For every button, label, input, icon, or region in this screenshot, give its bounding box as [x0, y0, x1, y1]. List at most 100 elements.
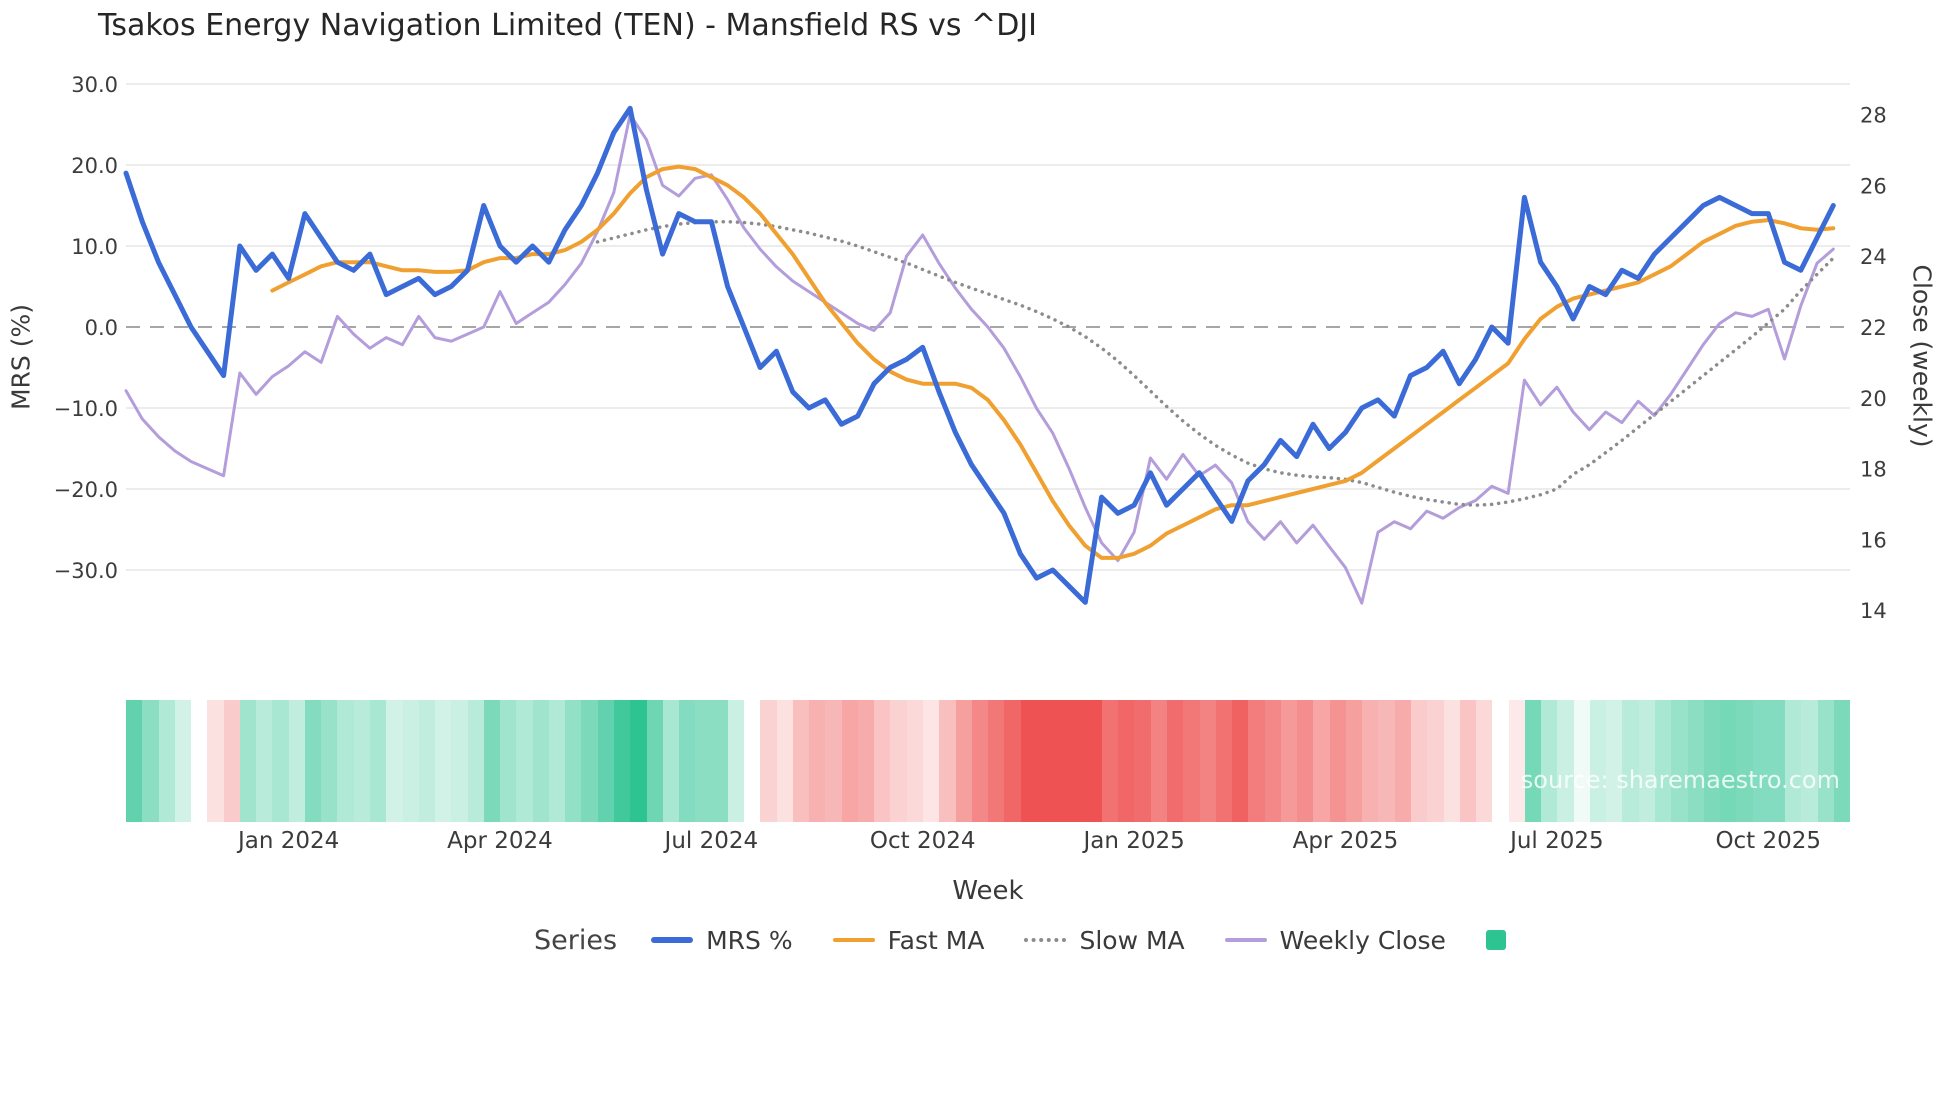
heatmap-cell	[792, 700, 810, 822]
left-axis-tick-label: 30.0	[71, 73, 118, 97]
heatmap-cell	[239, 700, 257, 822]
heatmap-cell	[418, 700, 436, 822]
heatmap-cell	[1492, 700, 1509, 822]
heatmap-cell	[142, 700, 159, 822]
x-axis-tick-label: Apr 2025	[1292, 828, 1399, 854]
heatmap-cell	[1069, 700, 1086, 822]
heatmap-cell	[402, 700, 419, 822]
heatmap-cell	[223, 700, 240, 822]
heatmap-cell	[337, 700, 354, 822]
heatmap-cell	[1183, 700, 1200, 822]
right-axis-tick-label: 26	[1860, 174, 1887, 198]
heatmap-cell	[1264, 700, 1281, 822]
heatmap-cell	[1833, 700, 1851, 822]
x-axis-tick-label: Oct 2024	[869, 828, 976, 854]
heatmap-cell	[1622, 700, 1639, 822]
legend: Series MRS % Fast MA Slow MA Weekly Close	[80, 920, 1960, 960]
heatmap-cell	[662, 700, 680, 822]
heatmap-cell	[321, 700, 338, 822]
heatmap-cell	[548, 700, 566, 822]
heatmap-cell	[1638, 700, 1655, 822]
heatmap-cell	[126, 700, 143, 822]
right-axis-tick-label: 16	[1860, 528, 1887, 552]
heatmap-cell	[613, 700, 631, 822]
heatmap-cell	[1524, 700, 1542, 822]
heatmap-cell	[207, 700, 224, 822]
heatmap-cell	[1703, 700, 1721, 822]
heatmap-cell	[1817, 700, 1834, 822]
legend-item-label: MRS %	[706, 925, 793, 955]
legend-swatch	[1485, 930, 1506, 950]
legend-title: Series	[534, 924, 618, 956]
chart-title: Tsakos Energy Navigation Limited (TEN) -…	[98, 8, 1037, 43]
heatmap-cell	[760, 700, 777, 822]
source-watermark: source: sharemaestro.com	[1520, 766, 1840, 794]
heatmap-cell	[1752, 700, 1769, 822]
heatmap-cell	[1313, 700, 1330, 822]
left-axis-tick-label: 20.0	[71, 154, 118, 178]
heatmap-cell	[1671, 700, 1688, 822]
x-axis-title: Week	[952, 876, 1024, 906]
legend-item-slow-ma: Slow MA	[1024, 926, 1185, 955]
heatmap-cell	[500, 700, 517, 822]
heatmap-cell	[369, 700, 387, 822]
heatmap-cell	[304, 700, 322, 822]
heatmap-cell	[1785, 700, 1802, 822]
legend-item-fast-ma: Fast MA	[832, 926, 984, 955]
heatmap-cell	[353, 700, 370, 822]
left-axis-tick-label: 10.0	[71, 235, 118, 259]
legend-line-sample	[1224, 938, 1267, 942]
heatmap-cell	[1589, 700, 1607, 822]
left-axis-tick-label: −30.0	[54, 559, 118, 583]
legend-line-sample	[651, 937, 694, 943]
heatmap-cell	[630, 700, 647, 822]
right-axis-tick-label: 22	[1860, 316, 1887, 340]
heatmap-cell	[467, 700, 484, 822]
left-axis-tick-label: 0.0	[85, 316, 118, 340]
heatmap-cell	[1280, 700, 1298, 822]
heatmap-cell	[890, 700, 907, 822]
heatmap-cell	[1150, 700, 1167, 822]
heatmap-cell	[256, 700, 273, 822]
legend-line-sample	[832, 938, 875, 942]
heatmap-cell	[1053, 700, 1070, 822]
left-axis-tick-label: −20.0	[54, 478, 118, 502]
heatmap-cell	[174, 700, 192, 822]
heatmap-cell	[1248, 700, 1265, 822]
heatmap-cell	[1215, 700, 1233, 822]
x-axis-tick-label: Jul 2024	[664, 828, 759, 854]
legend-item-label: Weekly Close	[1279, 925, 1446, 955]
heatmap-cell	[581, 700, 598, 822]
legend-item-heatmap	[1485, 930, 1506, 950]
heatmap-cell	[1427, 700, 1444, 822]
left-axis-title: MRS (%)	[6, 303, 36, 411]
heatmap-cell	[1036, 700, 1054, 822]
heatmap-cell	[841, 700, 858, 822]
heatmap-cell	[857, 700, 875, 822]
legend-item-weekly-close: Weekly Close	[1224, 925, 1446, 955]
heatmap-cell	[1557, 700, 1574, 822]
right-axis-tick-label: 20	[1860, 387, 1887, 411]
heatmap-cell	[1167, 700, 1184, 822]
heatmap-cell	[1410, 700, 1428, 822]
heatmap-cell	[1134, 700, 1151, 822]
heatmap-cell	[191, 700, 208, 822]
heatmap-cell	[1443, 700, 1460, 822]
heatmap-cell	[695, 700, 712, 822]
heatmap-cell	[483, 700, 501, 822]
series-line-slow-ma	[595, 219, 1836, 507]
heatmap-cell	[272, 700, 289, 822]
x-axis-tick-label: Jul 2025	[1510, 828, 1604, 854]
heatmap-cell	[1232, 700, 1249, 822]
heatmap-cell	[516, 700, 533, 822]
heatmap-cell	[1329, 700, 1346, 822]
heatmap-cell	[1476, 700, 1493, 822]
heatmap-cell	[532, 700, 549, 822]
heatmap-cell	[874, 700, 891, 822]
heatmap-cell	[679, 700, 696, 822]
heatmap-cell	[1362, 700, 1379, 822]
heatmap-cell	[744, 700, 761, 822]
heatmap-cell	[939, 700, 956, 822]
series-line-mrs	[123, 105, 1836, 605]
